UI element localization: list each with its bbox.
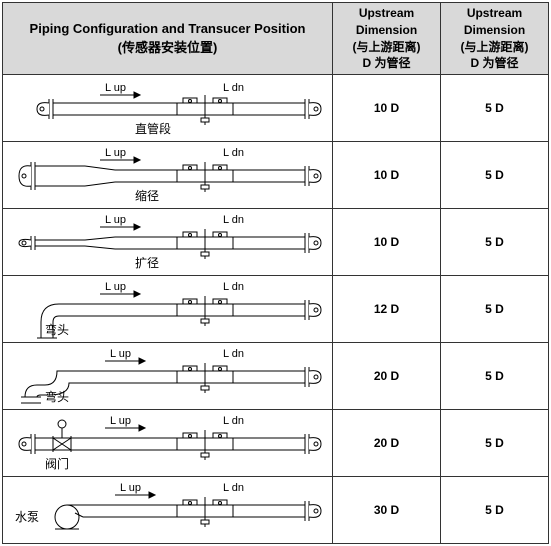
downstream-value: 5 D	[441, 477, 549, 544]
downstream-value: 5 D	[441, 410, 549, 477]
header-config: Piping Configuration and Transucer Posit…	[3, 3, 333, 75]
diagram-cell-reducer: L up L dn 缩径	[3, 142, 333, 209]
downstream-value: 5 D	[441, 75, 549, 142]
upstream-value: 30 D	[333, 477, 441, 544]
svg-text:L up: L up	[120, 482, 141, 494]
svg-text:L dn: L dn	[223, 415, 244, 427]
svg-text:弯头: 弯头	[45, 389, 69, 404]
svg-text:L dn: L dn	[223, 482, 244, 494]
table-row: L up L dn 直管段 10 D5 D	[3, 75, 549, 142]
table-row: L up L dn 阀门 20 D5 D	[3, 410, 549, 477]
downstream-value: 5 D	[441, 276, 549, 343]
upstream-value: 12 D	[333, 276, 441, 343]
diagram-cell-expander: L up L dn 扩径	[3, 209, 333, 276]
svg-text:阀门: 阀门	[45, 456, 69, 471]
svg-text:扩径: 扩径	[135, 256, 159, 270]
header-config-cn: (传感器安装位置)	[118, 40, 218, 55]
table-row: L up L dn 水泵 30 D5 D	[3, 477, 549, 544]
svg-text:L up: L up	[110, 348, 131, 360]
downstream-value: 5 D	[441, 343, 549, 410]
svg-text:直管段: 直管段	[135, 121, 171, 136]
downstream-value: 5 D	[441, 209, 549, 276]
svg-text:弯头: 弯头	[45, 322, 69, 337]
header-downstream: Upstream Dimension (与上游距离) D 为管径	[441, 3, 549, 75]
diagram-cell-straight: L up L dn 直管段	[3, 75, 333, 142]
upstream-value: 10 D	[333, 142, 441, 209]
downstream-value: 5 D	[441, 142, 549, 209]
upstream-value: 10 D	[333, 75, 441, 142]
svg-text:缩径: 缩径	[135, 188, 159, 203]
piping-table: Piping Configuration and Transucer Posit…	[2, 2, 549, 544]
header-config-en: Piping Configuration and Transucer Posit…	[30, 21, 306, 36]
diagram-cell-valve: L up L dn 阀门	[3, 410, 333, 477]
diagram-cell-elbow1: L up L dn 弯头	[3, 276, 333, 343]
svg-text:L up: L up	[105, 214, 126, 226]
upstream-value: 20 D	[333, 343, 441, 410]
svg-text:L dn: L dn	[223, 147, 244, 159]
svg-text:L up: L up	[105, 82, 126, 94]
upstream-value: 20 D	[333, 410, 441, 477]
svg-text:L dn: L dn	[223, 281, 244, 293]
header-upstream: Upstream Dimension (与上游距离) D 为管径	[333, 3, 441, 75]
svg-text:水泵: 水泵	[15, 510, 39, 524]
svg-text:L up: L up	[110, 415, 131, 427]
svg-text:L dn: L dn	[223, 82, 244, 94]
svg-text:L up: L up	[105, 281, 126, 293]
table-row: L up L dn 扩径 10 D5 D	[3, 209, 549, 276]
table-row: L up L dn 弯头 12 D5 D	[3, 276, 549, 343]
diagram-cell-pump: L up L dn 水泵	[3, 477, 333, 544]
svg-text:L up: L up	[105, 147, 126, 159]
upstream-value: 10 D	[333, 209, 441, 276]
svg-text:L dn: L dn	[223, 348, 244, 360]
table-row: L up L dn 弯头 20 D5 D	[3, 343, 549, 410]
table-row: L up L dn 缩径 10 D5 D	[3, 142, 549, 209]
header-row: Piping Configuration and Transucer Posit…	[3, 3, 549, 75]
svg-text:L dn: L dn	[223, 214, 244, 226]
diagram-cell-elbow2: L up L dn 弯头	[3, 343, 333, 410]
